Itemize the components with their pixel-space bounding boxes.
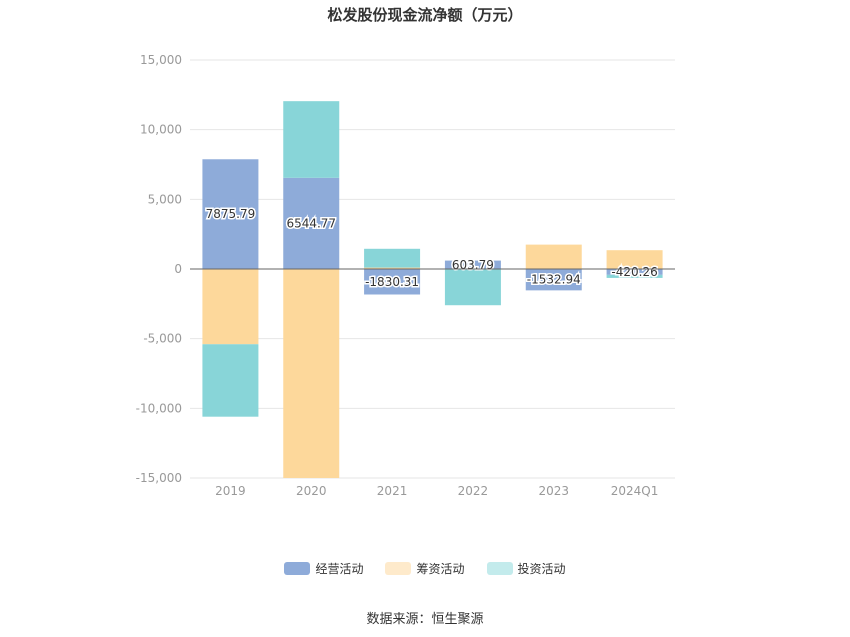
legend: 经营活动 筹资活动 投资活动 — [0, 560, 850, 577]
legend-item[interactable]: 筹资活动 — [385, 560, 465, 577]
bar-operating — [444, 260, 501, 269]
bar-financing — [606, 250, 663, 269]
x-tick-label: 2023 — [538, 484, 569, 498]
x-tick-label: 2022 — [458, 484, 489, 498]
legend-item[interactable]: 投资活动 — [486, 560, 566, 577]
y-tick-label: 15,000 — [140, 53, 182, 67]
data-label: -1532.94 — [527, 273, 581, 287]
x-tick-label: 2024Q1 — [611, 484, 659, 498]
bar-financing — [202, 269, 259, 345]
data-label: -1830.31 — [365, 275, 419, 289]
data-label: -420.26 — [611, 265, 657, 279]
x-tick-label: 2021 — [377, 484, 408, 498]
bar-operating — [525, 269, 582, 291]
data-label: 6544.77 — [286, 216, 336, 230]
legend-swatch — [486, 562, 513, 575]
bar-investing — [444, 269, 501, 306]
bar-financing — [364, 267, 421, 269]
y-tick-label: -10,000 — [136, 401, 182, 415]
bar-investing — [202, 344, 259, 417]
bar-operating — [202, 159, 259, 269]
bar-operating — [283, 177, 340, 269]
bar-investing — [606, 274, 663, 278]
legend-swatch — [284, 562, 311, 575]
bar-operating — [364, 269, 421, 295]
chart-canvas: 7875.79 6544.77 -1830.31 603.79 -1532.94 -420… — [136, 53, 675, 498]
bar-financing — [525, 244, 582, 269]
legend-label: 投资活动 — [517, 562, 566, 576]
y-tick-label: 10,000 — [140, 123, 182, 137]
bar-investing — [283, 101, 340, 178]
chart-title: 松发股份现金流净额（万元） — [327, 6, 523, 24]
y-tick-label: -15,000 — [136, 471, 182, 485]
bar-investing — [364, 248, 421, 268]
x-tick-label: 2020 — [296, 484, 327, 498]
data-label: 7875.79 — [206, 207, 256, 221]
y-tick-label: 5,000 — [148, 192, 182, 206]
data-label: 603.79 — [452, 258, 494, 272]
legend-label: 筹资活动 — [416, 562, 465, 576]
bar-operating — [606, 269, 663, 275]
legend-item[interactable]: 经营活动 — [284, 560, 363, 577]
data-source: 数据来源：恒生聚源 — [366, 612, 484, 627]
legend-swatch — [385, 562, 412, 575]
y-tick-label: -5,000 — [143, 332, 182, 346]
legend-label: 经营活动 — [315, 562, 364, 576]
x-tick-label: 2019 — [215, 484, 246, 498]
bar-financing — [283, 269, 340, 478]
y-tick-label: 0 — [174, 262, 182, 276]
